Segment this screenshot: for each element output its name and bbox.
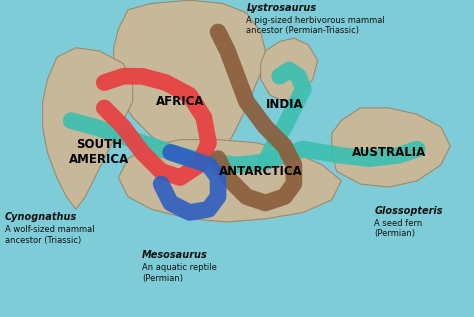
Text: AUSTRALIA: AUSTRALIA — [352, 146, 426, 159]
Text: AFRICA: AFRICA — [156, 95, 204, 108]
Polygon shape — [332, 108, 450, 187]
Text: A pig-sized herbivorous mammal
ancestor (Permian-Triassic): A pig-sized herbivorous mammal ancestor … — [246, 16, 385, 36]
Polygon shape — [118, 139, 341, 222]
Text: Cynognathus: Cynognathus — [5, 212, 77, 222]
Text: Mesosaurus: Mesosaurus — [142, 250, 208, 260]
Text: Glossopteris: Glossopteris — [374, 206, 443, 216]
Text: INDIA: INDIA — [265, 98, 303, 111]
Text: An aquatic reptile
(Permian): An aquatic reptile (Permian) — [142, 263, 217, 282]
Text: SOUTH
AMERICA: SOUTH AMERICA — [69, 138, 130, 166]
Polygon shape — [114, 0, 265, 155]
Polygon shape — [261, 38, 318, 102]
Polygon shape — [43, 48, 133, 209]
Text: Lystrosaurus: Lystrosaurus — [246, 3, 317, 13]
Text: ANTARCTICA: ANTARCTICA — [219, 165, 302, 178]
Text: A seed fern
(Permian): A seed fern (Permian) — [374, 219, 423, 238]
Text: A wolf-sized mammal
ancestor (Triassic): A wolf-sized mammal ancestor (Triassic) — [5, 225, 94, 244]
